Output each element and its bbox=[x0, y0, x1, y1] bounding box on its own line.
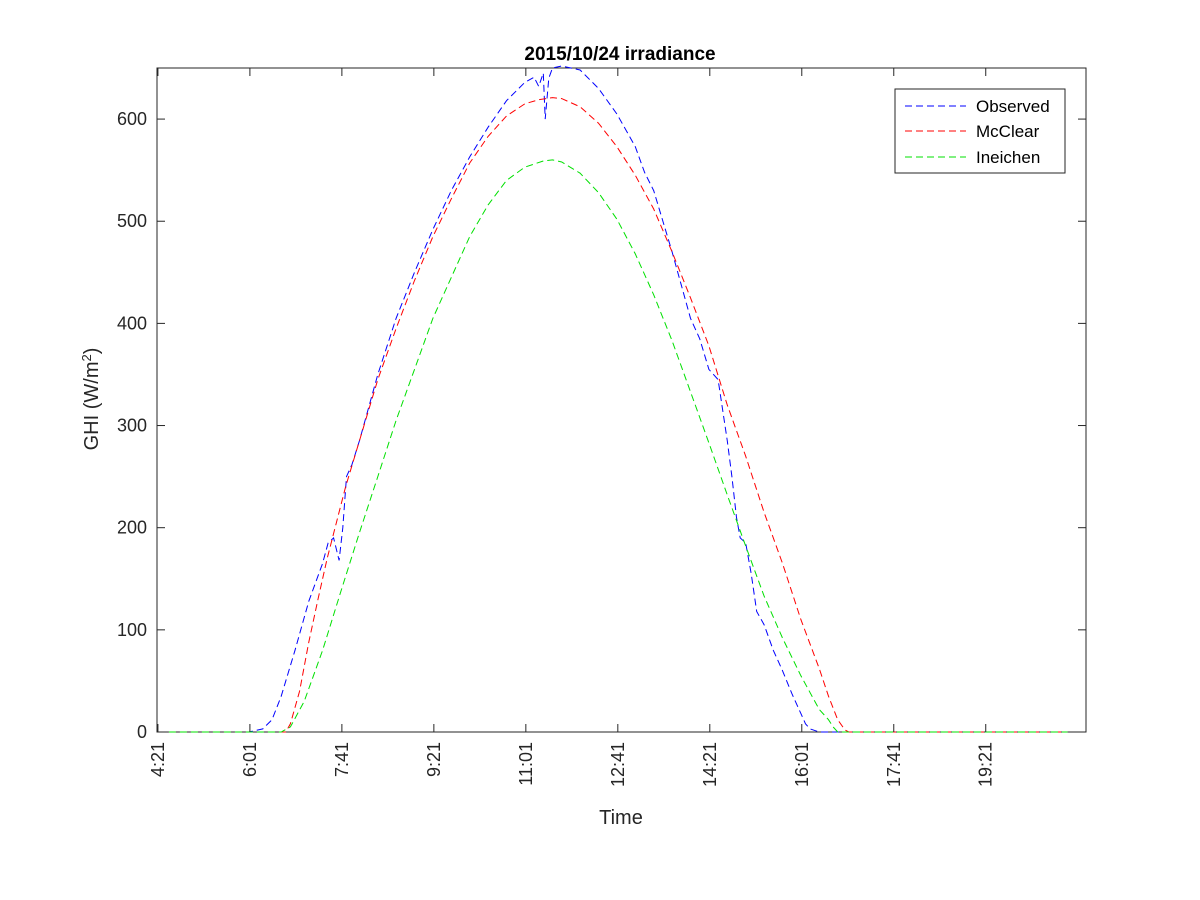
x-axis-ticks: 4:21 6:01 7:41 9:21 11:01 12:41 14:21 16:01 17:4… bbox=[148, 68, 996, 787]
y-tick-label: 500 bbox=[117, 211, 147, 231]
y-axis-label: GHI (W/m2) bbox=[79, 348, 104, 451]
y-tick-label: 300 bbox=[117, 416, 147, 436]
chart-title: 2015/10/24 irradiance bbox=[524, 44, 715, 65]
series-line-mcclear bbox=[157, 97, 1068, 733]
legend-box bbox=[894, 88, 1066, 174]
series-line-ineichen bbox=[157, 159, 1068, 733]
x-tick-label: 19:21 bbox=[976, 742, 996, 787]
x-tick-label: 4:21 bbox=[148, 742, 168, 777]
legend: Observed McClear Ineichen bbox=[894, 88, 1066, 174]
x-tick-label: 14:21 bbox=[700, 742, 720, 787]
y-tick-label: 400 bbox=[117, 313, 147, 333]
y-axis-ticks: 0 100 200 300 400 500 600 bbox=[117, 109, 1086, 742]
y-axis-label-main: GHI (W/m bbox=[81, 362, 103, 451]
legend-label-mcclear: McClear bbox=[976, 122, 1040, 141]
x-tick-label: 17:41 bbox=[884, 742, 904, 787]
x-tick-label: 9:21 bbox=[424, 742, 444, 777]
y-tick-label: 0 bbox=[137, 722, 147, 742]
x-tick-label: 6:01 bbox=[240, 742, 260, 777]
x-tick-label: 12:41 bbox=[608, 742, 628, 787]
x-tick-label: 16:01 bbox=[792, 742, 812, 787]
y-tick-label: 100 bbox=[117, 620, 147, 640]
x-tick-label: 7:41 bbox=[332, 742, 352, 777]
y-tick-label: 200 bbox=[117, 518, 147, 538]
x-axis-label: Time bbox=[599, 807, 643, 829]
series-layer bbox=[157, 65, 1068, 733]
y-axis-label-end: ) bbox=[81, 348, 103, 355]
plot-area bbox=[156, 67, 1087, 733]
legend-label-ineichen: Ineichen bbox=[976, 148, 1040, 167]
legend-label-observed: Observed bbox=[976, 97, 1050, 116]
x-tick-label: 11:01 bbox=[516, 742, 536, 786]
axes-box bbox=[156, 67, 1087, 733]
y-tick-label: 600 bbox=[117, 109, 147, 129]
y-axis-label-sup: 2 bbox=[79, 354, 94, 361]
